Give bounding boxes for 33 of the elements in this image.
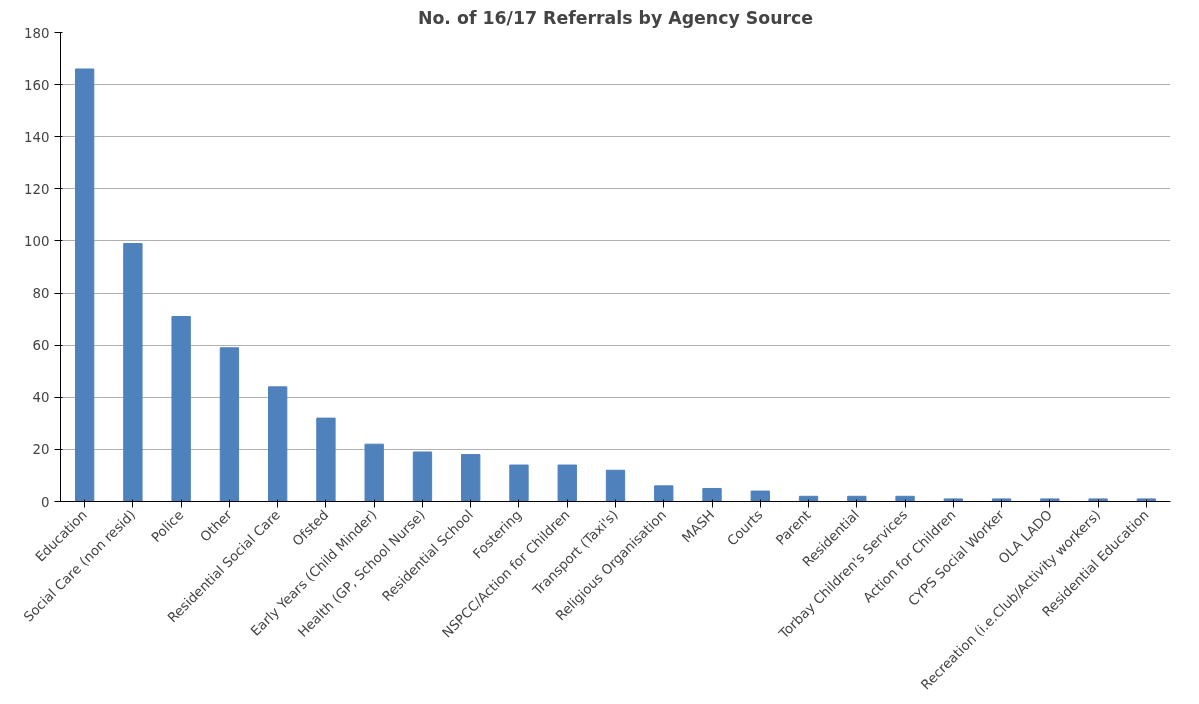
bar <box>702 487 722 502</box>
bar <box>750 490 770 502</box>
bar <box>1136 498 1157 502</box>
bar <box>171 316 191 502</box>
bar <box>123 243 143 502</box>
bar <box>847 495 867 502</box>
y-tick-label: 80 <box>32 286 50 302</box>
bar <box>991 498 1012 502</box>
bar <box>1088 498 1108 502</box>
bar <box>364 443 384 502</box>
bar <box>1040 498 1060 502</box>
y-tick-label: 20 <box>32 442 50 458</box>
y-tick-label: 0 <box>41 494 50 510</box>
y-tick-label: 180 <box>24 25 50 41</box>
y-tick-label: 60 <box>32 338 50 354</box>
y-tick-label: 140 <box>24 129 50 145</box>
bar <box>74 68 95 502</box>
y-tick-label: 100 <box>24 233 50 249</box>
y-tick-label: 40 <box>32 390 50 406</box>
bar <box>461 454 481 502</box>
bar <box>943 498 963 502</box>
bar <box>557 464 577 502</box>
chart-title: No. of 16/17 Referrals by Agency Source <box>417 7 814 28</box>
bar <box>316 417 336 502</box>
y-tick-label: 120 <box>24 181 50 197</box>
bar <box>412 451 433 502</box>
bar <box>605 469 626 502</box>
bar <box>895 495 915 502</box>
bar <box>654 485 674 502</box>
bar <box>219 347 240 502</box>
y-tick-label: 160 <box>24 77 50 93</box>
bar <box>509 464 529 502</box>
bar <box>268 386 288 502</box>
